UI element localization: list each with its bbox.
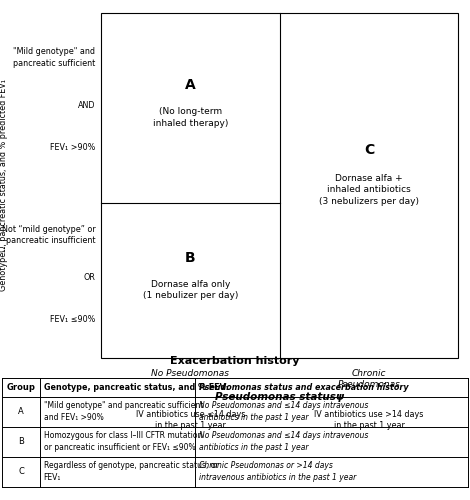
Text: Regardless of genotype, pancreatic status, or
FEV₁: Regardless of genotype, pancreatic statu… [44, 462, 219, 481]
Text: No Pseudomonas: No Pseudomonas [151, 368, 229, 378]
Bar [101, 12, 458, 358]
Text: No Pseudomonas and ≤14 days intravenous
antibiotics in the past 1 year: No Pseudomonas and ≤14 days intravenous … [199, 432, 368, 452]
Text: Not “mild genotype” or
pancreatic insufficient: Not “mild genotype” or pancreatic insuff… [2, 225, 95, 245]
Text: Dornase alfa +
inhaled antibiotics
(3 nebulizers per day): Dornase alfa + inhaled antibiotics (3 ne… [319, 174, 419, 206]
Text: Chronic
Pseudomonas: Chronic Pseudomonas [337, 368, 400, 388]
Text: B: B [185, 250, 196, 264]
Text: AND: AND [78, 100, 95, 110]
Text: A: A [18, 407, 24, 416]
Text: FEV₁ ≤90%: FEV₁ ≤90% [50, 316, 95, 324]
Text: A: A [185, 78, 196, 92]
Text: C: C [364, 143, 374, 157]
Text: FEV₁ >90%: FEV₁ >90% [50, 143, 95, 152]
Text: "Mild genotype" and
pancreatic sufficient: "Mild genotype" and pancreatic sufficien… [13, 48, 95, 68]
Text: Chronic Pseudomonas or >14 days
intravenous antibiotics in the past 1 year: Chronic Pseudomonas or >14 days intraven… [199, 462, 356, 481]
Text: Genotype, pancreatic status, and % FEV₁: Genotype, pancreatic status, and % FEV₁ [44, 382, 229, 392]
Text: IV antibiotics use >14 days
in the past 1 year: IV antibiotics use >14 days in the past … [314, 410, 423, 430]
Text: Group: Group [7, 382, 36, 392]
Text: (No long-term
inhaled therapy): (No long-term inhaled therapy) [153, 107, 228, 128]
Text: IV antibiotics use ≤14 days
in the past 1 year: IV antibiotics use ≤14 days in the past … [136, 410, 245, 430]
Text: B: B [18, 437, 24, 446]
Text: Pseudomonas statusψ: Pseudomonas statusψ [215, 392, 344, 402]
Text: Exacerbation history: Exacerbation history [170, 356, 300, 366]
Text: Dornase alfa only
(1 nebulizer per day): Dornase alfa only (1 nebulizer per day) [143, 280, 238, 300]
Text: GenotypeΩ, pancreatic status, and % predicted FEV₁: GenotypeΩ, pancreatic status, and % pred… [0, 79, 8, 291]
Text: Pseudomonas status and exacerbation history: Pseudomonas status and exacerbation hist… [199, 382, 408, 392]
Text: C: C [18, 467, 24, 476]
Text: "Mild genotype" and pancreatic sufficient
and FEV₁ >90%: "Mild genotype" and pancreatic sufficien… [44, 402, 203, 421]
Text: Homozygous for class I–III CFTR mutation
or pancreatic insufficient or FEV₁ ≤90%: Homozygous for class I–III CFTR mutation… [44, 432, 202, 452]
Text: OR: OR [84, 273, 95, 282]
Text: No Pseudomonas and ≤14 days intravenous
antibiotics in the past 1 year: No Pseudomonas and ≤14 days intravenous … [199, 402, 368, 421]
